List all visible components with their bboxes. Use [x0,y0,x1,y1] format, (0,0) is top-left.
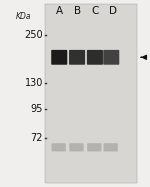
FancyBboxPatch shape [103,143,118,151]
Text: 95: 95 [31,104,43,114]
FancyBboxPatch shape [87,143,101,151]
Bar [45,4,137,183]
FancyBboxPatch shape [69,50,85,65]
Text: A: A [56,6,63,16]
Text: D: D [109,6,117,16]
Text: 250: 250 [24,30,43,40]
Text: B: B [74,6,81,16]
Text: 72: 72 [31,133,43,143]
FancyBboxPatch shape [87,50,103,65]
FancyBboxPatch shape [103,50,119,65]
Text: C: C [91,6,99,16]
Text: KDa: KDa [16,12,32,21]
Text: 130: 130 [25,78,43,88]
FancyBboxPatch shape [51,50,67,65]
FancyBboxPatch shape [69,143,84,151]
FancyBboxPatch shape [51,143,66,151]
